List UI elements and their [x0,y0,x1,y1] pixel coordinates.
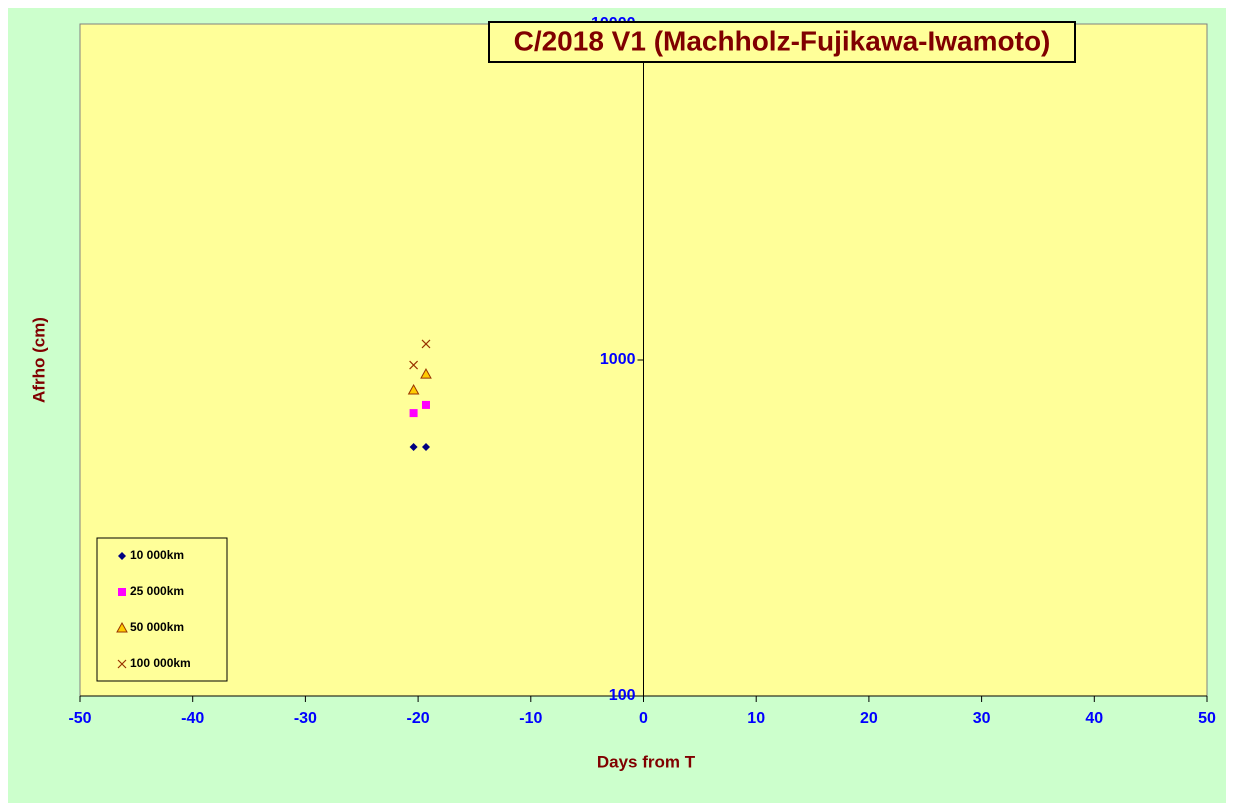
legend-label: 50 000km [130,620,184,634]
title-frame [488,21,1076,63]
point [407,384,420,395]
legend-label: 100 000km [130,656,191,670]
point [420,368,432,379]
legend-marker [118,552,126,560]
legend: 10 000km 25 000km 50 000km 100 000km [96,537,228,682]
point [409,409,418,418]
point [409,360,419,370]
y-tick-label: 100 [609,687,636,704]
x-tick-label: -50 [68,710,91,727]
y-tick-label: 1000 [600,351,636,368]
title-box: C/2018 V1 (Machholz-Fujikawa-Iwamoto) [488,21,1076,63]
x-tick-label: 0 [639,710,648,727]
legend-marker [118,588,126,596]
x-tick-label: 40 [1085,710,1103,727]
x-tick-label: -20 [407,710,430,727]
x-tick-label: -10 [519,710,542,727]
point [421,339,431,349]
x-tick-label: 50 [1198,710,1216,727]
x-tick-label: 30 [973,710,991,727]
x-tick-label: -30 [294,710,317,727]
legend-frame [96,537,228,682]
x-tick-label: 20 [860,710,878,727]
point [409,442,418,451]
legend-label: 10 000km [130,548,184,562]
legend-marker [116,621,128,633]
chart-title: C/2018 V1 (Machholz-Fujikawa-Iwamoto) [514,25,1051,56]
legend-marker [117,659,127,669]
point [421,442,430,451]
legend-label: 25 000km [130,584,184,598]
y-axis-title: Afrho (cm) [29,317,48,403]
x-tick-label: 10 [747,710,765,727]
x-tick-label: -40 [181,710,204,727]
x-axis-title: Days from T [597,752,696,771]
point [421,400,430,409]
